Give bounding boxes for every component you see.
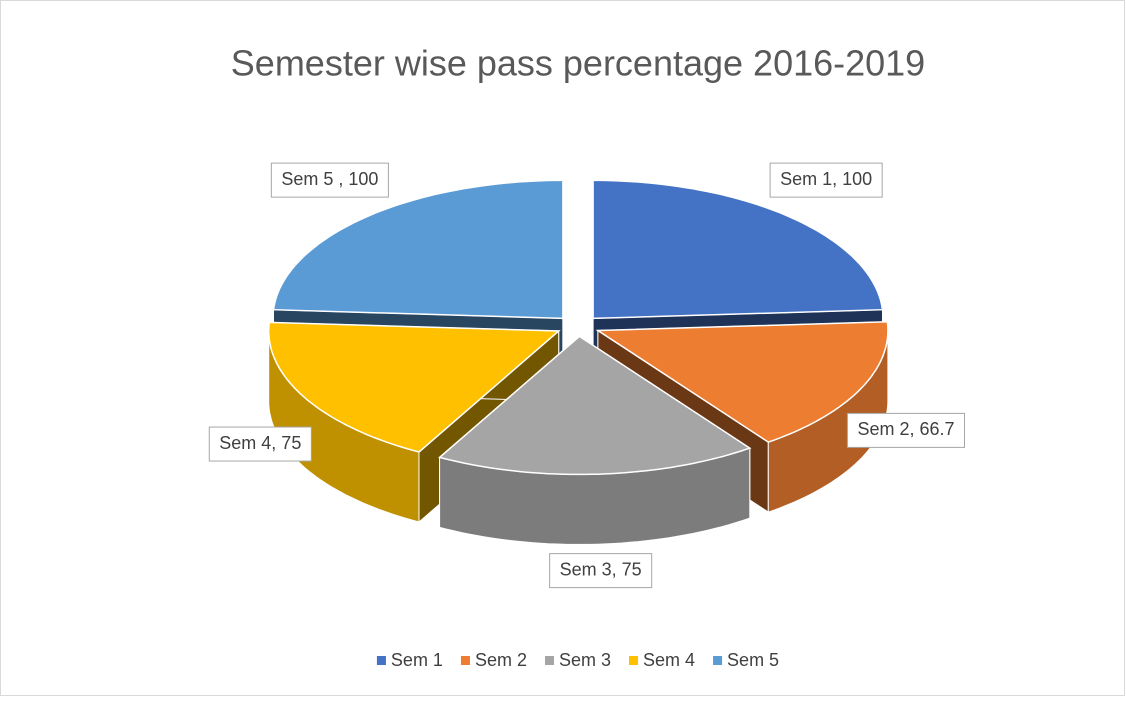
data-label-text: Sem 4, 75 [219,433,301,453]
slice [592,179,884,320]
chart-title: Semester wise pass percentage 2016-2019 [231,43,925,84]
legend-swatch [544,656,554,665]
legend-swatch [376,656,386,665]
slice [438,335,752,476]
legend-label: Sem 5 [727,650,779,670]
data-label: Sem 2, 66.7 [846,412,966,448]
data-label-box [769,162,883,198]
legend-swatch [460,656,470,665]
data-label-text: Sem 5 , 100 [281,169,378,189]
data-label: Sem 1, 100 [769,162,883,198]
legend-label: Sem 1 [391,650,443,670]
slice [595,321,889,443]
slice [267,321,561,453]
legend-label: Sem 2 [475,650,527,670]
data-label-box [270,162,389,198]
data-label-box [846,412,966,448]
legend-label: Sem 4 [643,650,695,670]
data-label-text: Sem 2, 66.7 [857,419,954,439]
data-label-text: Sem 1, 100 [780,169,872,189]
data-label-text: Sem 3, 75 [560,559,642,579]
data-label-box [208,426,312,462]
legend: Sem 1 Sem 2 Sem 3 Sem 4 Sem 5 [376,650,779,670]
legend-label: Sem 3 [559,650,611,670]
data-label: Sem 4, 75 [208,426,312,462]
data-label-box [549,553,653,589]
legend-swatch [713,656,723,665]
data-label: Sem 5 , 100 [270,162,389,198]
legend-swatch [629,656,639,665]
slice [272,179,564,320]
data-label: Sem 3, 75 [549,553,653,589]
